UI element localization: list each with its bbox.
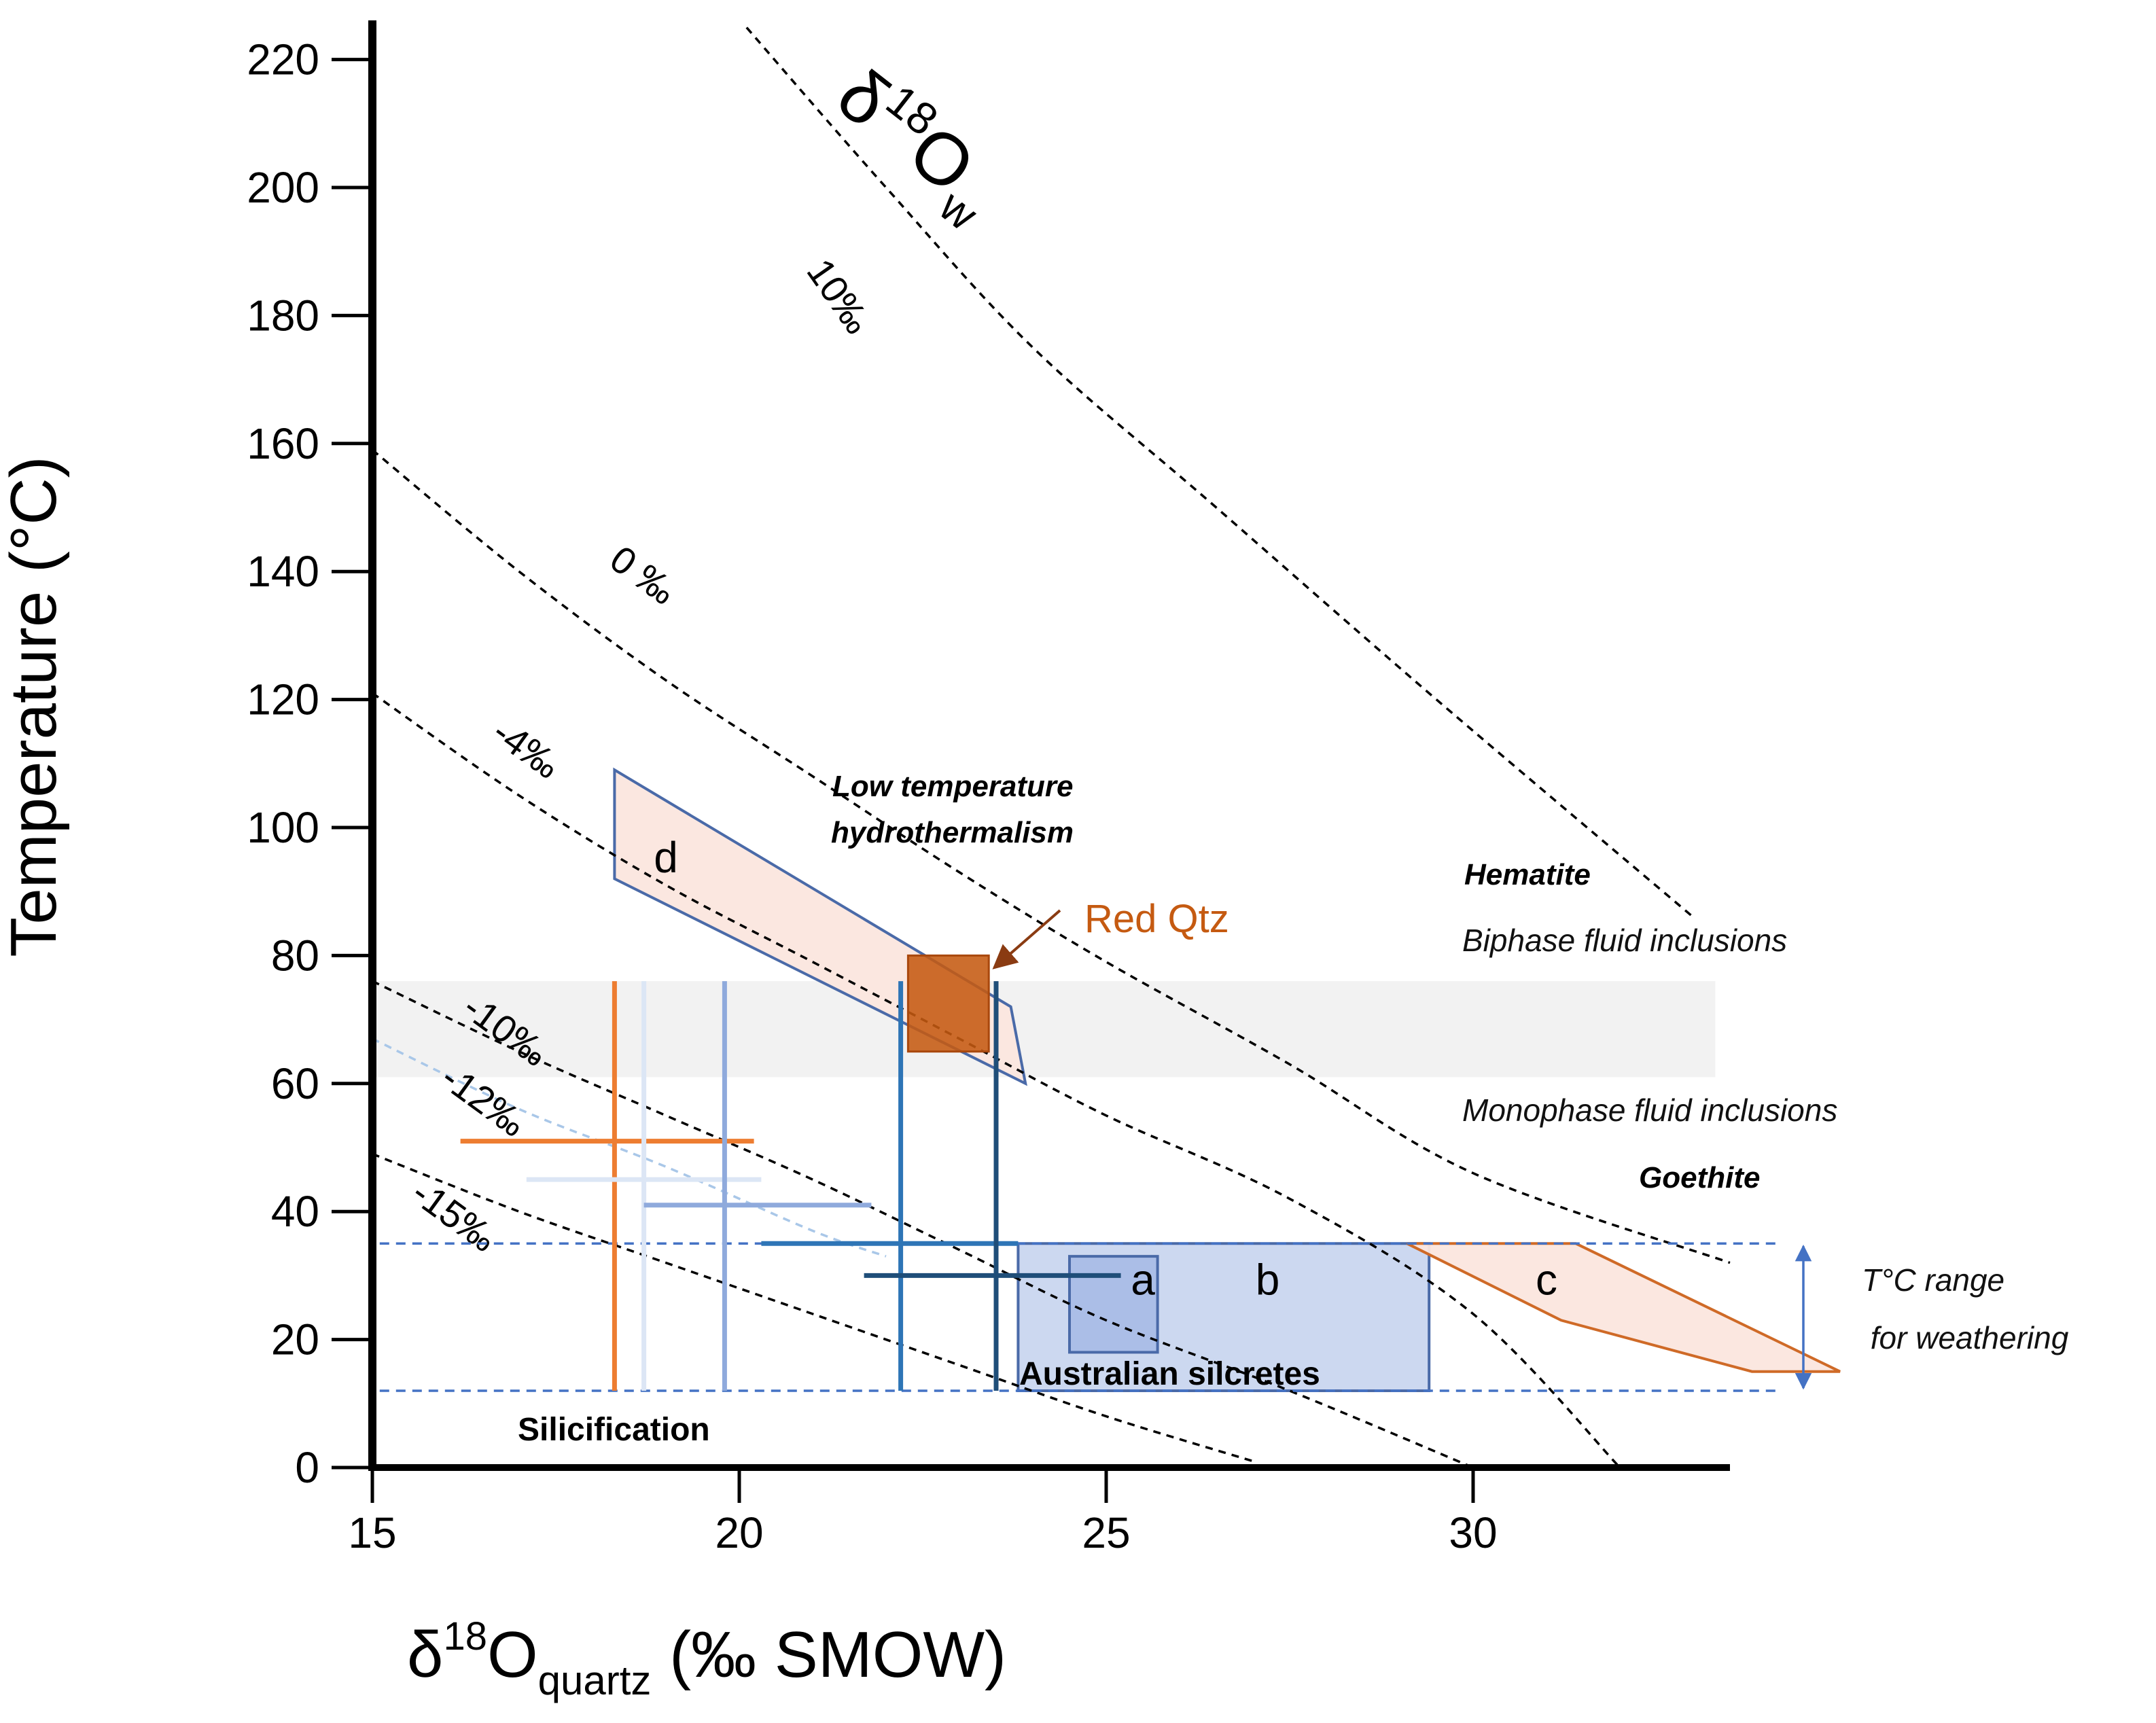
x-tick-label: 25 bbox=[1082, 1508, 1130, 1557]
x-tick-label: 20 bbox=[715, 1508, 763, 1557]
annotation-low-temperature: Low temperature bbox=[832, 770, 1074, 803]
x-tick-label: 30 bbox=[1449, 1508, 1497, 1557]
fluid-inclusion-band-layer bbox=[372, 981, 1716, 1078]
isopleth--12-line bbox=[372, 1037, 887, 1258]
annotation-monophase: Monophase fluid inclusions bbox=[1462, 1093, 1837, 1128]
region-a bbox=[1068, 1255, 1159, 1354]
y-axis-title: Temperature (°C) bbox=[0, 456, 70, 957]
x-tick-label: 15 bbox=[348, 1508, 396, 1557]
isopleth--15-line bbox=[372, 1152, 1254, 1463]
isopleth-10-line bbox=[745, 26, 1695, 919]
isopleth-label-0: 0 ‰ bbox=[603, 537, 684, 613]
error-crosses-layer bbox=[460, 981, 1121, 1391]
fluid-inclusion-band bbox=[372, 981, 1716, 1078]
x-axis-title: δ18Oquartz (‰ SMOW) bbox=[407, 1614, 1006, 1703]
y-tick-label: 40 bbox=[271, 1187, 319, 1236]
axes-layer: 0 20 40 60 80 100 120 140 160 180 200 220 15 20 25 30 bbox=[247, 20, 1730, 1557]
red-qtz-layer bbox=[906, 909, 1061, 1053]
region-label-c: c bbox=[1536, 1256, 1557, 1304]
y-tick-label: 200 bbox=[247, 163, 319, 212]
isopleth--10-line bbox=[372, 980, 1474, 1469]
y-tick-label: 80 bbox=[271, 931, 319, 980]
regions-layer: d b a c bbox=[613, 767, 1841, 1392]
annotation-goethite: Goethite bbox=[1639, 1161, 1760, 1194]
annotation-biphase: Biphase fluid inclusions bbox=[1462, 923, 1787, 958]
y-tick-label: 220 bbox=[247, 35, 319, 84]
red-qtz-box bbox=[906, 954, 990, 1053]
weathering-range-label-1: T°C range bbox=[1862, 1262, 2004, 1298]
region-label-d: d bbox=[654, 833, 678, 882]
isopleth-label--15: -15‰ bbox=[404, 1171, 505, 1260]
annotation-hydrothermalism: hydrothermalism bbox=[831, 816, 1074, 849]
y-tick-label: 100 bbox=[247, 803, 319, 852]
red-qtz-arrow bbox=[992, 909, 1061, 970]
red-qtz-label: Red Qtz bbox=[1084, 897, 1229, 941]
y-tick-label: 180 bbox=[247, 291, 319, 340]
y-tick-label: 20 bbox=[271, 1315, 319, 1364]
annotation-hematite: Hematite bbox=[1464, 858, 1591, 891]
region-c bbox=[1406, 1242, 1841, 1373]
annotation-silicification: Silicification bbox=[518, 1412, 710, 1448]
y-tick-label: 160 bbox=[247, 419, 319, 468]
isopleth-0-line bbox=[371, 448, 1731, 1264]
region-label-b: b bbox=[1256, 1256, 1280, 1304]
region-label-a: a bbox=[1131, 1256, 1155, 1304]
weathering-range-label-2: for weathering bbox=[1862, 1320, 2069, 1355]
y-tick-label: 0 bbox=[295, 1443, 319, 1492]
annotation-australian-silcretes: Australian silcretes bbox=[1019, 1356, 1320, 1392]
isotope-curve-family-title: δ18Ow bbox=[814, 50, 1018, 240]
isopleth-label-10: 10‰ bbox=[798, 251, 879, 341]
y-tick-label: 140 bbox=[247, 547, 319, 596]
y-tick-label: 120 bbox=[247, 675, 319, 724]
y-tick-label: 60 bbox=[271, 1059, 319, 1108]
isopleth-label--4: -4‰ bbox=[485, 710, 569, 787]
